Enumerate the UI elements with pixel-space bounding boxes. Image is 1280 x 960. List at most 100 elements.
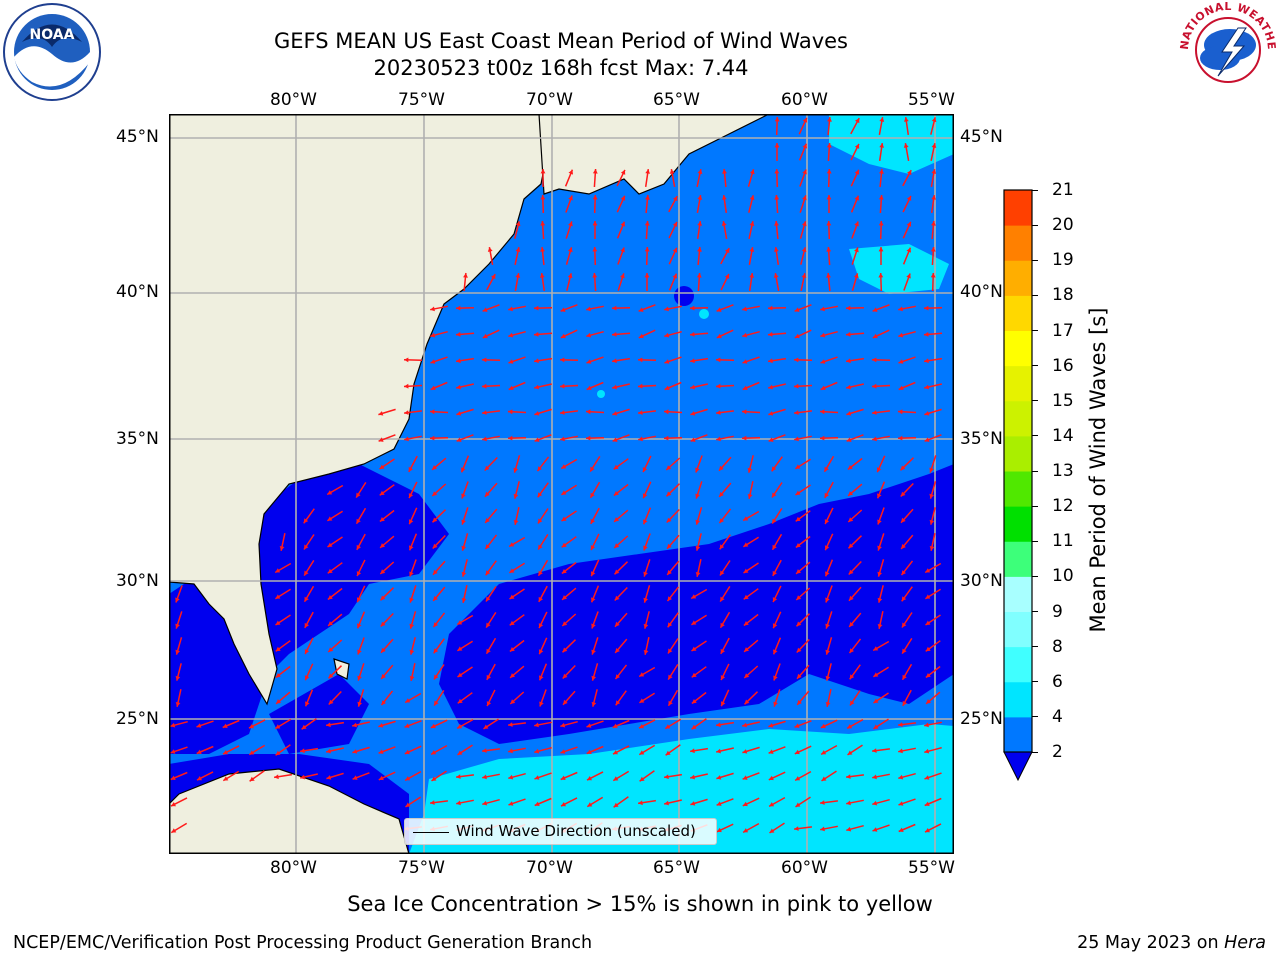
wave-arrow-head [196,723,202,728]
wave-arrow-head [515,247,521,252]
wave-arrow-head [591,675,596,681]
wave-arrow-head [924,748,930,754]
wave-arrow-head [664,359,670,364]
wave-arrow-head [586,385,592,390]
wave-arrow-head [568,195,573,201]
wave-arrow-head [695,467,700,473]
wave-arrow-head [560,410,565,415]
wave-arrow-head [768,749,774,754]
wave-arrow-head [300,748,305,754]
wave-arrow-head [482,774,487,780]
wave-arrow-head [873,724,879,729]
colorbar-tick-mark [1032,716,1038,718]
wave-arrow-head [668,674,673,680]
colorbar-tick-label: 9 [1052,601,1063,622]
wave-arrow-head [457,672,463,677]
wave-arrow-head [849,674,855,680]
wave-arrow-head [563,699,568,705]
wave-arrow-head [877,545,882,551]
wave-arrow-head [482,800,488,806]
wave-arrow-head [356,544,361,550]
wave-arrow-head [645,169,650,174]
wave-arrow-head [508,385,514,390]
wave-arrow-head [327,568,333,574]
wave-arrow-head [850,700,855,706]
wave-arrow-head [931,117,937,123]
wave-arrow-head [639,698,645,703]
wave-arrow-head [304,649,310,655]
wave-arrow-head [461,467,466,473]
wave-arrow-head [538,596,543,602]
colorbar-tick-mark [1032,330,1038,331]
wave-arrow-head [620,195,626,201]
map-plot [169,114,954,854]
wave-arrow-head [196,749,202,754]
wave-arrow-head [846,358,851,364]
wave-arrow-head [794,826,799,831]
nws-logo: NATIONAL WEATHER SERVICE [1173,0,1278,100]
wave-arrow-head [690,748,695,754]
wave-arrow-head [774,143,780,148]
wave-arrow-head [534,358,539,364]
wave-arrow-head [848,569,854,575]
wave-arrow-head [560,333,566,339]
wave-arrow-head [620,221,625,227]
lon-label-top-60w: 60°W [781,90,828,110]
wave-arrow-head [613,464,619,470]
wave-arrow-head [643,545,648,551]
wave-arrow-head [613,491,619,496]
lon-label-top-55w: 55°W [908,90,955,110]
wave-arrow-head [487,247,493,252]
footer-date-text: 25 May 2023 on [1077,933,1225,953]
colorbar-tick-mark [1032,646,1038,648]
wave-arrow-head [515,273,521,278]
wave-arrow-head [482,748,487,753]
wave-arrow-head [485,491,490,497]
wave-arrow-head [408,519,414,525]
wave-arrow-head [638,333,644,339]
wave-arrow-head [409,649,415,655]
wave-arrow-head [855,118,860,124]
wave-arrow-head [664,385,670,390]
wave-arrow-head [666,465,672,470]
wave-arrow-head [924,305,929,311]
wave-arrow-head [794,723,800,728]
wave-arrow-head [568,221,573,227]
wave-arrow-head [433,648,439,654]
wave-arrow-head [924,722,929,728]
wave-arrow-head [613,776,619,781]
wave-arrow-head [925,594,931,599]
wave-arrow-head [456,384,461,390]
wave-arrow-head [802,195,807,201]
wave-arrow-head [305,701,310,707]
wave-arrow-head [691,594,697,599]
wave-arrow-head [275,750,281,756]
wave-arrow-head [590,545,596,551]
wave-arrow-head [691,724,697,730]
wave-arrow-head [561,802,566,807]
wave-arrow-head [613,802,619,808]
wave-arrow-head [534,748,540,754]
wave-arrow-head [744,699,750,705]
wave-arrow-head [848,491,853,496]
wave-arrow-head [720,675,726,681]
wave-arrow-head [175,597,180,603]
wave-arrow-head [924,358,929,364]
wave-arrow-head [825,675,831,681]
wave-arrow-head [486,596,491,602]
wave-arrow-head [639,672,645,677]
wave-arrow-head [716,307,722,312]
wave-arrow-head [642,467,648,473]
wave-arrow-head [409,597,414,603]
wave-arrow-head [898,722,903,727]
wave-arrow-head [697,195,703,200]
wave-arrow-head [847,750,853,755]
wave-arrow-head [716,357,721,363]
wave-arrow-head [925,828,930,833]
wave-arrow-head [433,569,438,575]
wave-arrow-head [846,437,852,442]
wave-arrow-head [872,383,877,389]
wave-arrow-head [854,273,859,279]
wave-arrow-head [901,570,906,576]
wave-arrow-head [508,359,514,364]
